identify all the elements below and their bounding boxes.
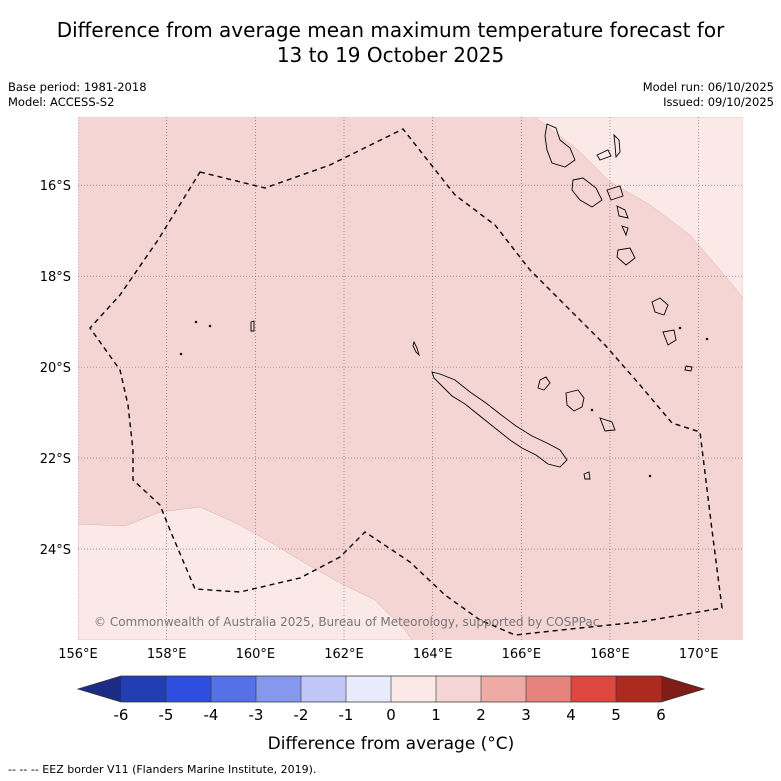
x-tick-label: 164°E <box>413 647 453 662</box>
colorbar-tick-label: 3 <box>521 706 531 724</box>
colorbar-tick-label: -3 <box>249 706 264 724</box>
x-tick-label: 156°E <box>58 647 98 662</box>
colorbar-cell <box>301 676 347 702</box>
colorbar-tick-label: 5 <box>611 706 621 724</box>
isle-of-pines <box>583 471 591 480</box>
x-tick-label: 160°E <box>236 647 276 662</box>
vanuatu-southern-islands <box>651 297 693 372</box>
meta-left: Base period: 1981-2018 Model: ACCESS-S2 <box>8 80 147 110</box>
colorbar-cell <box>121 676 167 702</box>
colorbar-labels: -6 -5 -4 -3 -2 -1 0 1 2 3 4 5 6 <box>114 706 666 724</box>
new-caledonia-grande-terre <box>431 371 568 468</box>
y-axis-ticks: 16°S 18°S 20°S 22°S 24°S <box>40 179 71 558</box>
colorbar-cell <box>481 676 527 702</box>
title-line-1: Difference from average mean maximum tem… <box>56 18 725 42</box>
colorbar-under-arrow <box>78 676 121 702</box>
small-islets <box>179 320 709 478</box>
x-tick-label: 158°E <box>147 647 187 662</box>
y-tick-label: 20°S <box>40 361 71 376</box>
vanuatu-espiritu-santo <box>544 123 576 168</box>
eez-border <box>89 128 723 636</box>
colorbar-cells <box>121 676 662 702</box>
anomaly-0-to-1-region-northeast <box>534 117 743 299</box>
colorbar-tick-label: 1 <box>431 706 441 724</box>
colorbar-tick-label: -4 <box>204 706 219 724</box>
colorbar-cell <box>346 676 392 702</box>
model-name: Model: ACCESS-S2 <box>8 95 115 109</box>
y-tick-label: 22°S <box>40 452 71 467</box>
copyright-notice: © Commonwealth of Australia 2025, Bureau… <box>94 615 599 629</box>
title-line-2: 13 to 19 October 2025 <box>276 43 505 67</box>
belep-islands <box>412 340 420 357</box>
colorbar-cell <box>526 676 572 702</box>
y-tick-label: 24°S <box>40 543 71 558</box>
colorbar-cell <box>571 676 617 702</box>
x-tick-label: 166°E <box>502 647 542 662</box>
issued-date: Issued: 09/10/2025 <box>663 95 774 109</box>
colorbar-cell <box>211 676 257 702</box>
colorbar-cell <box>436 676 482 702</box>
x-tick-label: 170°E <box>679 647 719 662</box>
colorbar-cell <box>616 676 662 702</box>
y-tick-label: 18°S <box>40 270 71 285</box>
colorbar-tick-label: -5 <box>159 706 174 724</box>
meta-right: Model run: 06/10/2025 Issued: 09/10/2025 <box>643 80 774 110</box>
loyalty-islands <box>537 376 616 432</box>
colorbar-tick-label: -6 <box>114 706 129 724</box>
colorbar-tick-label: 0 <box>386 706 396 724</box>
x-axis-ticks: 156°E 158°E 160°E 162°E 164°E 166°E 168°E 170°E <box>58 647 718 662</box>
colorbar-cell <box>391 676 437 702</box>
colorbar-cell <box>166 676 212 702</box>
colorbar-title: Difference from average (°C) <box>268 734 515 754</box>
colorbar-over-arrow <box>661 676 704 702</box>
y-tick-label: 16°S <box>40 179 71 194</box>
base-period: Base period: 1981-2018 <box>8 80 147 94</box>
colorbar-tick-label: 6 <box>656 706 666 724</box>
colorbar-cell <box>256 676 302 702</box>
colorbar-tick-label: -2 <box>294 706 309 724</box>
anomaly-0-to-1-region-southwest <box>78 506 413 640</box>
colorbar-tick-label: -1 <box>339 706 354 724</box>
colorbar-tick-label: 4 <box>566 706 576 724</box>
colorbar-tick-label: 2 <box>476 706 486 724</box>
chart-title: Difference from average mean maximum tem… <box>0 18 781 68</box>
x-tick-label: 162°E <box>324 647 364 662</box>
vanuatu-islands <box>571 133 636 266</box>
colorbar: -6 -5 -4 -3 -2 -1 0 1 2 3 4 5 6 Difference from aver… <box>76 675 706 754</box>
x-tick-label: 168°E <box>590 647 630 662</box>
eez-legend-note: -- -- -- EEZ border V11 (Flanders Marine… <box>8 763 317 776</box>
model-run: Model run: 06/10/2025 <box>642 80 774 94</box>
